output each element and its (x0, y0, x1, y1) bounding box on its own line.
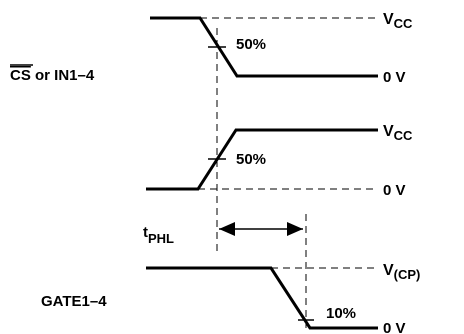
tphl-measurement: tPHL (143, 222, 303, 246)
vcc-label-top: VCC (383, 11, 413, 31)
fifty-percent-label-top: 50% (236, 36, 266, 53)
tphl-label: tPHL (143, 224, 174, 246)
tphl-arrowhead-right (287, 222, 303, 236)
input-signal-label: CS or IN1–4 (10, 67, 95, 84)
input-waveform-group: CS or IN1–4 50% VCC 0 V (10, 11, 413, 86)
gate-waveform-group: GATE1–4 10% V(CP) 0 V (41, 262, 420, 334)
fifty-percent-label-mid: 50% (236, 151, 266, 168)
tphl-arrowhead-left (219, 222, 235, 236)
zero-volt-label-top: 0 V (383, 69, 406, 86)
gate-falling-waveform (146, 266, 378, 330)
zero-volt-label-gate: 0 V (383, 320, 406, 334)
vcc-label-mid: VCC (383, 123, 413, 143)
middle-waveform-group: 50% VCC 0 V (146, 123, 413, 199)
zero-volt-label-mid: 0 V (383, 182, 406, 199)
ten-percent-label: 10% (326, 305, 356, 322)
vcp-label: V(CP) (383, 262, 420, 282)
gate-signal-label: GATE1–4 (41, 293, 107, 310)
